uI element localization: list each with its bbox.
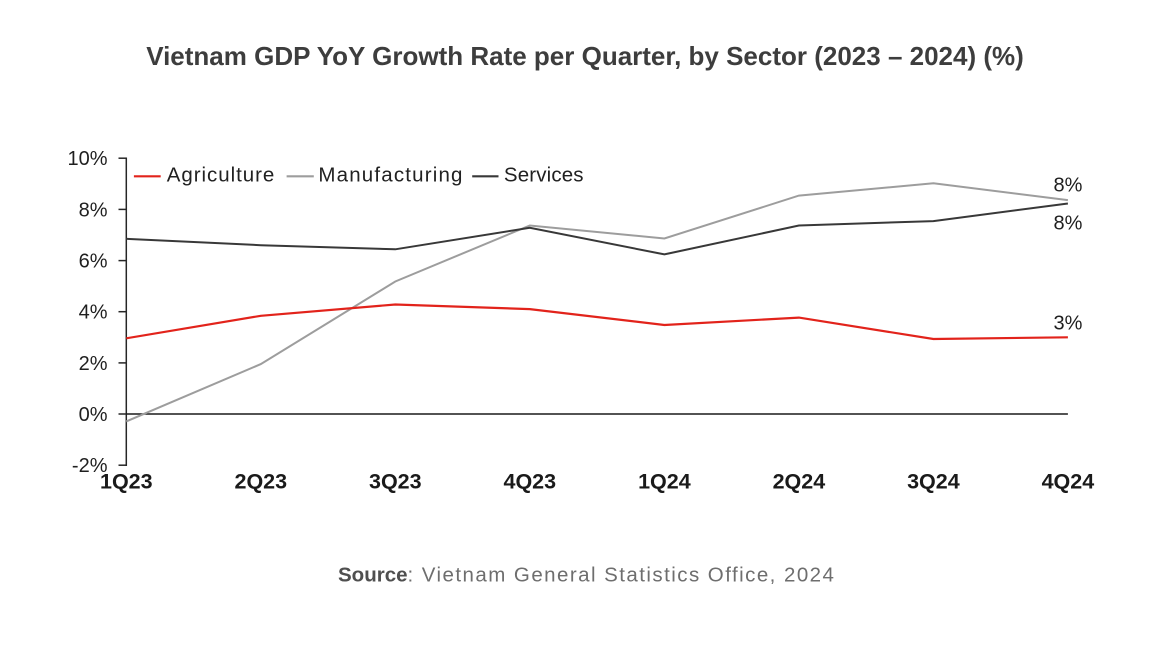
svg-text:Services: Services (504, 164, 584, 187)
svg-text:2%: 2% (79, 353, 108, 375)
svg-text:2Q23: 2Q23 (234, 470, 287, 494)
svg-text:-2%: -2% (72, 455, 108, 477)
svg-text:2Q24: 2Q24 (773, 470, 826, 494)
svg-text:8%: 8% (79, 199, 108, 221)
svg-text:4Q24: 4Q24 (1042, 470, 1095, 494)
svg-text:3Q23: 3Q23 (369, 470, 422, 494)
svg-text:Manufacturing: Manufacturing (318, 164, 463, 187)
svg-text:10%: 10% (67, 148, 107, 170)
svg-text:3%: 3% (1054, 313, 1083, 335)
svg-text:3Q24: 3Q24 (907, 470, 960, 494)
svg-text:8%: 8% (1054, 212, 1083, 234)
svg-text:Agriculture: Agriculture (167, 164, 275, 187)
svg-text:6%: 6% (79, 251, 108, 273)
svg-text:1Q23: 1Q23 (100, 470, 153, 494)
svg-text:0%: 0% (79, 404, 108, 426)
svg-text:8%: 8% (1054, 175, 1083, 197)
svg-text:1Q24: 1Q24 (638, 470, 691, 494)
svg-text:4%: 4% (79, 302, 108, 324)
svg-text:Source: Vietnam General Statis: Source: Vietnam General Statistics Offic… (338, 564, 835, 587)
svg-text:Vietnam GDP YoY Growth Rate pe: Vietnam GDP YoY Growth Rate per Quarter,… (146, 41, 1024, 71)
svg-text:4Q23: 4Q23 (503, 470, 556, 494)
